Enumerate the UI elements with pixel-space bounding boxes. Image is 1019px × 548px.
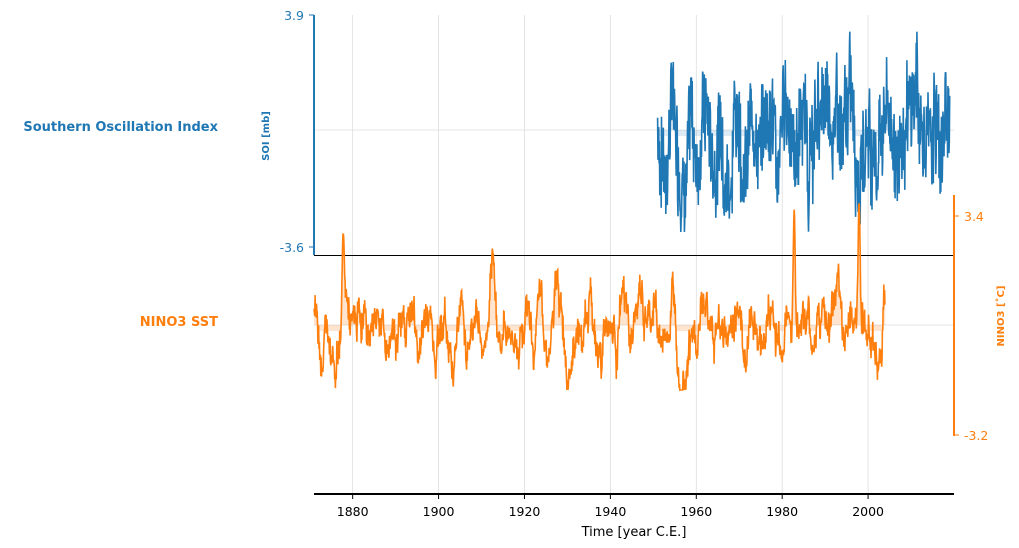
x-tick-label: 1940 [594, 504, 626, 519]
x-tick-label: 1880 [337, 504, 369, 519]
nino3-mean-fill [314, 203, 886, 331]
x-tick-label: 1980 [766, 504, 798, 519]
nino3-y-axis-label: NINO3 [˚C] [995, 286, 1007, 347]
soi-panel: 3.9 -3.6 SOI [mb] Southern Oscillation I… [23, 8, 951, 255]
nino3-panel: 3.4 -3.2 NINO3 [˚C] NINO3 SST [140, 195, 1007, 443]
soi-panel-title: Southern Oscillation Index [23, 120, 218, 135]
x-tick-label: 1920 [509, 504, 541, 519]
x-tick-label: 2000 [852, 504, 884, 519]
nino3-y-tick-label-top: 3.4 [964, 209, 984, 224]
nino3-y-tick-label-bottom: -3.2 [964, 428, 988, 443]
x-tick-label: 1900 [423, 504, 455, 519]
soi-mean-fill [657, 31, 950, 137]
x-axis-label: Time [year C.E.] [581, 525, 687, 540]
soi-y-axis-label: SOI [mb] [261, 111, 272, 161]
soi-series-line [656, 31, 951, 233]
soi-y-tick-label-top: 3.9 [284, 8, 304, 23]
soi-y-tick-label-bottom: -3.6 [280, 240, 304, 255]
nino3-panel-title: NINO3 SST [140, 315, 218, 330]
nino3-series-line [313, 203, 886, 392]
x-tick-label: 1960 [680, 504, 712, 519]
x-axis: 1880 1900 1920 1940 1960 1980 2000 Time [year … [314, 493, 954, 540]
